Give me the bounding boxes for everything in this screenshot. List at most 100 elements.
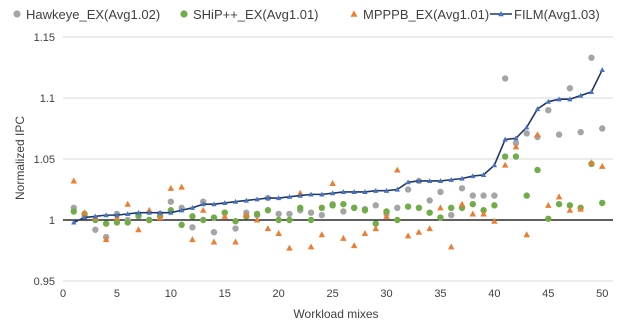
data-point	[588, 159, 595, 166]
data-point	[232, 225, 239, 232]
y-tick-label: 1.1	[40, 93, 55, 105]
data-point	[189, 213, 196, 220]
data-point	[276, 195, 282, 201]
data-point	[307, 216, 315, 224]
data-point	[599, 67, 605, 73]
data-point	[178, 221, 185, 229]
data-point	[372, 225, 379, 232]
data-point	[426, 209, 433, 216]
data-point	[361, 230, 369, 236]
data-point	[566, 202, 574, 209]
data-point	[458, 185, 466, 192]
data-point	[156, 214, 164, 221]
data-point	[491, 217, 498, 224]
data-point	[448, 176, 454, 182]
legend-item: SHiP++_EX(Avg1.01)	[180, 7, 319, 22]
data-point	[501, 153, 509, 160]
data-point	[373, 187, 379, 193]
data-point	[71, 219, 77, 225]
data-point	[178, 183, 185, 190]
data-point	[545, 98, 551, 104]
data-point	[199, 206, 207, 213]
data-point	[394, 186, 400, 192]
legend-label: SHiP++_EX(Avg1.01)	[193, 7, 319, 22]
data-point	[307, 209, 315, 216]
data-point	[221, 209, 228, 216]
data-point	[470, 173, 476, 179]
x-tick-label: 40	[488, 288, 500, 300]
data-point	[189, 236, 196, 243]
data-point	[124, 219, 131, 226]
data-point	[416, 178, 422, 184]
data-point	[329, 202, 336, 209]
y-tick-label: 1.05	[34, 154, 55, 166]
data-point	[297, 204, 304, 211]
data-point	[167, 198, 175, 205]
data-point	[448, 243, 455, 250]
data-point	[307, 243, 315, 250]
data-point	[577, 205, 584, 212]
data-point	[350, 242, 358, 249]
data-point	[383, 208, 390, 215]
data-point	[81, 214, 88, 220]
data-point	[437, 204, 444, 211]
data-point	[232, 218, 239, 225]
data-point	[545, 201, 552, 208]
data-point	[523, 130, 530, 137]
gridlines	[63, 36, 613, 282]
data-point	[243, 197, 249, 203]
data-point	[394, 204, 401, 211]
data-point	[448, 211, 455, 219]
data-point	[426, 197, 433, 204]
x-tick-label: 10	[165, 288, 177, 300]
data-point	[588, 54, 595, 61]
legend-label: FILM(Avg1.03)	[514, 7, 600, 22]
data-point	[555, 193, 563, 200]
data-point	[70, 177, 78, 184]
data-point	[448, 204, 455, 211]
data-point	[599, 199, 606, 207]
series-line	[73, 69, 603, 224]
data-point	[81, 209, 88, 216]
y-axis-label: Normalized IPC	[13, 116, 27, 200]
data-point	[135, 209, 142, 215]
data-point	[319, 191, 325, 197]
data-point	[415, 228, 423, 235]
data-point	[286, 194, 293, 199]
series	[70, 153, 606, 229]
data-point	[545, 215, 552, 222]
data-point	[92, 213, 99, 219]
data-point	[275, 210, 282, 218]
data-point	[318, 231, 326, 238]
data-point	[523, 231, 530, 238]
data-point	[469, 192, 477, 199]
data-point	[512, 143, 520, 150]
data-point	[254, 196, 260, 202]
data-point	[297, 192, 303, 198]
legend-swatch	[498, 11, 504, 17]
data-point	[491, 162, 498, 168]
legend-swatch	[350, 10, 358, 17]
data-point	[351, 189, 357, 195]
data-point	[210, 214, 218, 221]
data-point	[501, 75, 509, 82]
data-point	[555, 200, 563, 208]
data-point	[146, 209, 152, 215]
y-tick-label: 1.15	[34, 32, 55, 44]
legend-item: FILM(Avg1.03)	[490, 7, 600, 22]
data-point	[318, 204, 326, 211]
data-point	[566, 85, 574, 92]
data-point	[459, 175, 465, 181]
data-point	[102, 236, 110, 243]
data-point	[404, 203, 412, 210]
data-point	[340, 200, 347, 208]
data-point	[232, 238, 239, 245]
series	[71, 67, 605, 225]
data-point	[308, 191, 314, 197]
data-point	[394, 166, 401, 173]
data-point	[275, 216, 282, 224]
x-tick-label: 15	[219, 288, 231, 300]
data-point	[501, 161, 509, 168]
data-point	[210, 229, 218, 236]
